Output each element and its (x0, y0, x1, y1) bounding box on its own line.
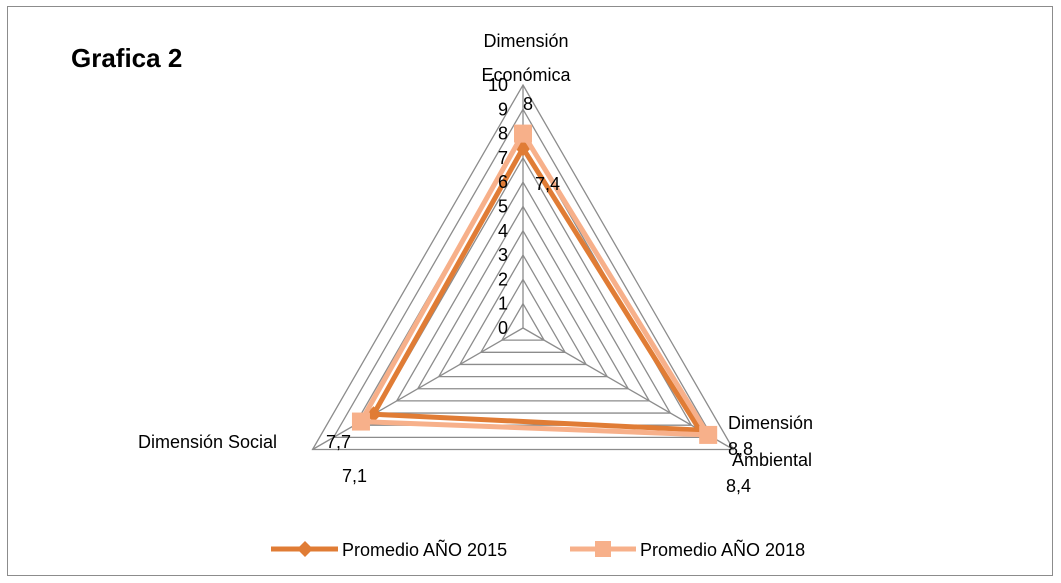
data-point-marker (699, 425, 718, 444)
radial-tick-label: 4 (498, 221, 508, 241)
chart-area: Grafica 2 0 1 2 3 4 5 6 7 8 9 10 7,4 8,4 7,1 8 8,8 7,7 D… (7, 6, 1053, 576)
radial-tick-label: 7 (498, 148, 508, 168)
radial-tick-label: 8 (498, 124, 508, 144)
radial-tick-label: 10 (488, 75, 508, 95)
data-label: 8,8 (728, 439, 753, 459)
axis-label-economica-line1: Dimensión (483, 31, 568, 51)
axis-label-ambiental-line2: Ambiental (732, 450, 812, 470)
data-label: 8,4 (726, 476, 751, 496)
axis-label-ambiental-line1: Dimensión (728, 413, 813, 433)
data-label: 7,4 (535, 174, 560, 194)
legend-marker-2015 (297, 541, 313, 557)
data-point-marker (514, 124, 532, 143)
radial-tick-label: 3 (498, 245, 508, 265)
axis-label-economica-line2: Económica (481, 65, 571, 85)
legend-marker-2018 (595, 541, 611, 557)
data-label: 7,1 (342, 466, 367, 486)
grid-ring (437, 229, 609, 378)
legend-item-2015: Promedio AÑO 2015 (271, 539, 507, 560)
radial-tick-label: 9 (498, 99, 508, 119)
data-point-marker (351, 412, 370, 431)
grid-spoke (312, 327, 524, 451)
radial-tick-label: 2 (498, 269, 508, 289)
legend-item-2018: Promedio AÑO 2018 (570, 539, 805, 560)
grid-ring (332, 108, 714, 439)
legend-label-2018: Promedio AÑO 2018 (640, 539, 805, 560)
grid-ring (374, 156, 672, 414)
grid-ring (416, 205, 630, 390)
data-label: 8 (523, 94, 533, 114)
radial-tick-label: 0 (498, 318, 508, 338)
data-label: 7,7 (326, 432, 351, 452)
grid-ring (458, 253, 588, 366)
radial-tick-label: 5 (498, 197, 508, 217)
series-line (369, 143, 705, 433)
radial-tick-label: 1 (498, 294, 508, 314)
grid-ring (500, 302, 546, 341)
radar-grid (311, 83, 735, 451)
legend: Promedio AÑO 2015 Promedio AÑO 2018 (271, 539, 805, 560)
chart-title: Grafica 2 (71, 43, 182, 73)
grid-ring (395, 180, 651, 402)
legend-label-2015: Promedio AÑO 2015 (342, 539, 507, 560)
grid-ring (479, 278, 567, 353)
grid-ring (311, 83, 735, 451)
series-2018 (351, 124, 718, 444)
series-line (356, 128, 713, 438)
axis-label-social: Dimensión Social (138, 432, 277, 452)
series-layer (351, 124, 718, 444)
radial-tick-label: 6 (498, 172, 508, 192)
